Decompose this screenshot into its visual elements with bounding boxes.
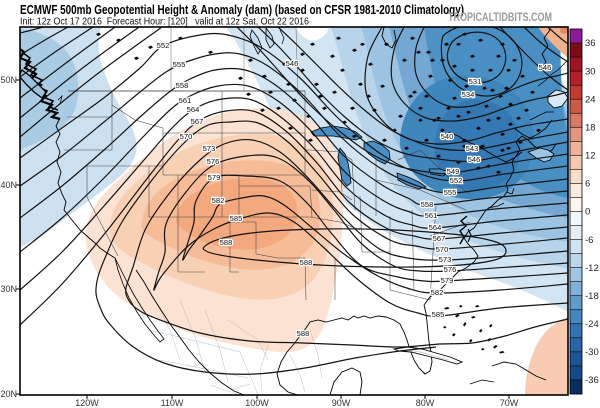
svg-text:561: 561 bbox=[425, 211, 438, 220]
svg-text:20N: 20N bbox=[0, 389, 17, 399]
svg-text:-12: -12 bbox=[585, 263, 599, 274]
svg-text:70W: 70W bbox=[500, 398, 519, 408]
svg-text:-30: -30 bbox=[585, 347, 599, 358]
svg-text:558: 558 bbox=[421, 200, 434, 209]
svg-text:90W: 90W bbox=[332, 398, 351, 408]
svg-text:0: 0 bbox=[585, 207, 590, 218]
svg-text:546: 546 bbox=[468, 155, 481, 164]
svg-text:6: 6 bbox=[585, 179, 590, 190]
svg-text:546: 546 bbox=[539, 63, 552, 72]
svg-text:585: 585 bbox=[230, 214, 243, 223]
svg-text:TROPICALTIDBITS.COM: TROPICALTIDBITS.COM bbox=[448, 12, 552, 24]
svg-text:-6: -6 bbox=[585, 235, 593, 246]
svg-text:50N: 50N bbox=[0, 75, 17, 85]
svg-text:80W: 80W bbox=[416, 398, 435, 408]
svg-text:40N: 40N bbox=[0, 180, 17, 190]
svg-text:-24: -24 bbox=[585, 319, 599, 330]
svg-text:573: 573 bbox=[203, 144, 216, 153]
svg-text:564: 564 bbox=[429, 223, 442, 232]
svg-text:585: 585 bbox=[432, 310, 445, 319]
svg-text:543: 543 bbox=[466, 144, 479, 153]
svg-text:588: 588 bbox=[297, 329, 310, 338]
svg-text:531: 531 bbox=[469, 77, 482, 86]
svg-text:552: 552 bbox=[450, 176, 463, 185]
svg-text:12: 12 bbox=[585, 151, 596, 162]
svg-text:36: 36 bbox=[585, 38, 596, 49]
svg-text:110W: 110W bbox=[161, 398, 184, 408]
svg-text:540: 540 bbox=[441, 132, 454, 141]
svg-text:549: 549 bbox=[447, 167, 460, 176]
svg-text:24: 24 bbox=[585, 94, 596, 105]
svg-text:570: 570 bbox=[436, 245, 449, 254]
svg-text:579: 579 bbox=[441, 276, 454, 285]
svg-text:576: 576 bbox=[444, 265, 457, 274]
svg-text:570: 570 bbox=[180, 132, 193, 141]
svg-text:579: 579 bbox=[208, 173, 221, 182]
svg-text:582: 582 bbox=[431, 288, 444, 297]
svg-text:18: 18 bbox=[585, 123, 596, 134]
svg-text:588: 588 bbox=[300, 258, 313, 267]
svg-text:30: 30 bbox=[585, 66, 596, 77]
svg-text:573: 573 bbox=[439, 255, 452, 264]
svg-text:-18: -18 bbox=[585, 291, 599, 302]
svg-text:555: 555 bbox=[173, 60, 186, 69]
svg-text:561: 561 bbox=[179, 96, 192, 105]
svg-text:564: 564 bbox=[187, 105, 200, 114]
svg-text:120W: 120W bbox=[75, 398, 99, 408]
svg-text:546: 546 bbox=[286, 59, 299, 68]
svg-text:576: 576 bbox=[207, 157, 220, 166]
svg-text:552: 552 bbox=[157, 41, 170, 50]
svg-text:558: 558 bbox=[176, 81, 189, 90]
svg-text:30N: 30N bbox=[0, 284, 17, 294]
svg-text:100W: 100W bbox=[245, 398, 269, 408]
svg-text:-36: -36 bbox=[585, 375, 599, 386]
svg-text:534: 534 bbox=[462, 90, 475, 99]
svg-text:567: 567 bbox=[433, 234, 446, 243]
svg-text:567: 567 bbox=[191, 117, 204, 126]
svg-text:582: 582 bbox=[212, 196, 225, 205]
svg-text:Init: 12z Oct 17 2016 Forecas: Init: 12z Oct 17 2016 Forecast Hour: [12… bbox=[20, 17, 309, 28]
svg-text:555: 555 bbox=[444, 188, 457, 197]
svg-text:588: 588 bbox=[220, 238, 233, 247]
svg-text:ECMWF 500mb Geopotential Heigh: ECMWF 500mb Geopotential Height & Anomal… bbox=[20, 3, 464, 17]
